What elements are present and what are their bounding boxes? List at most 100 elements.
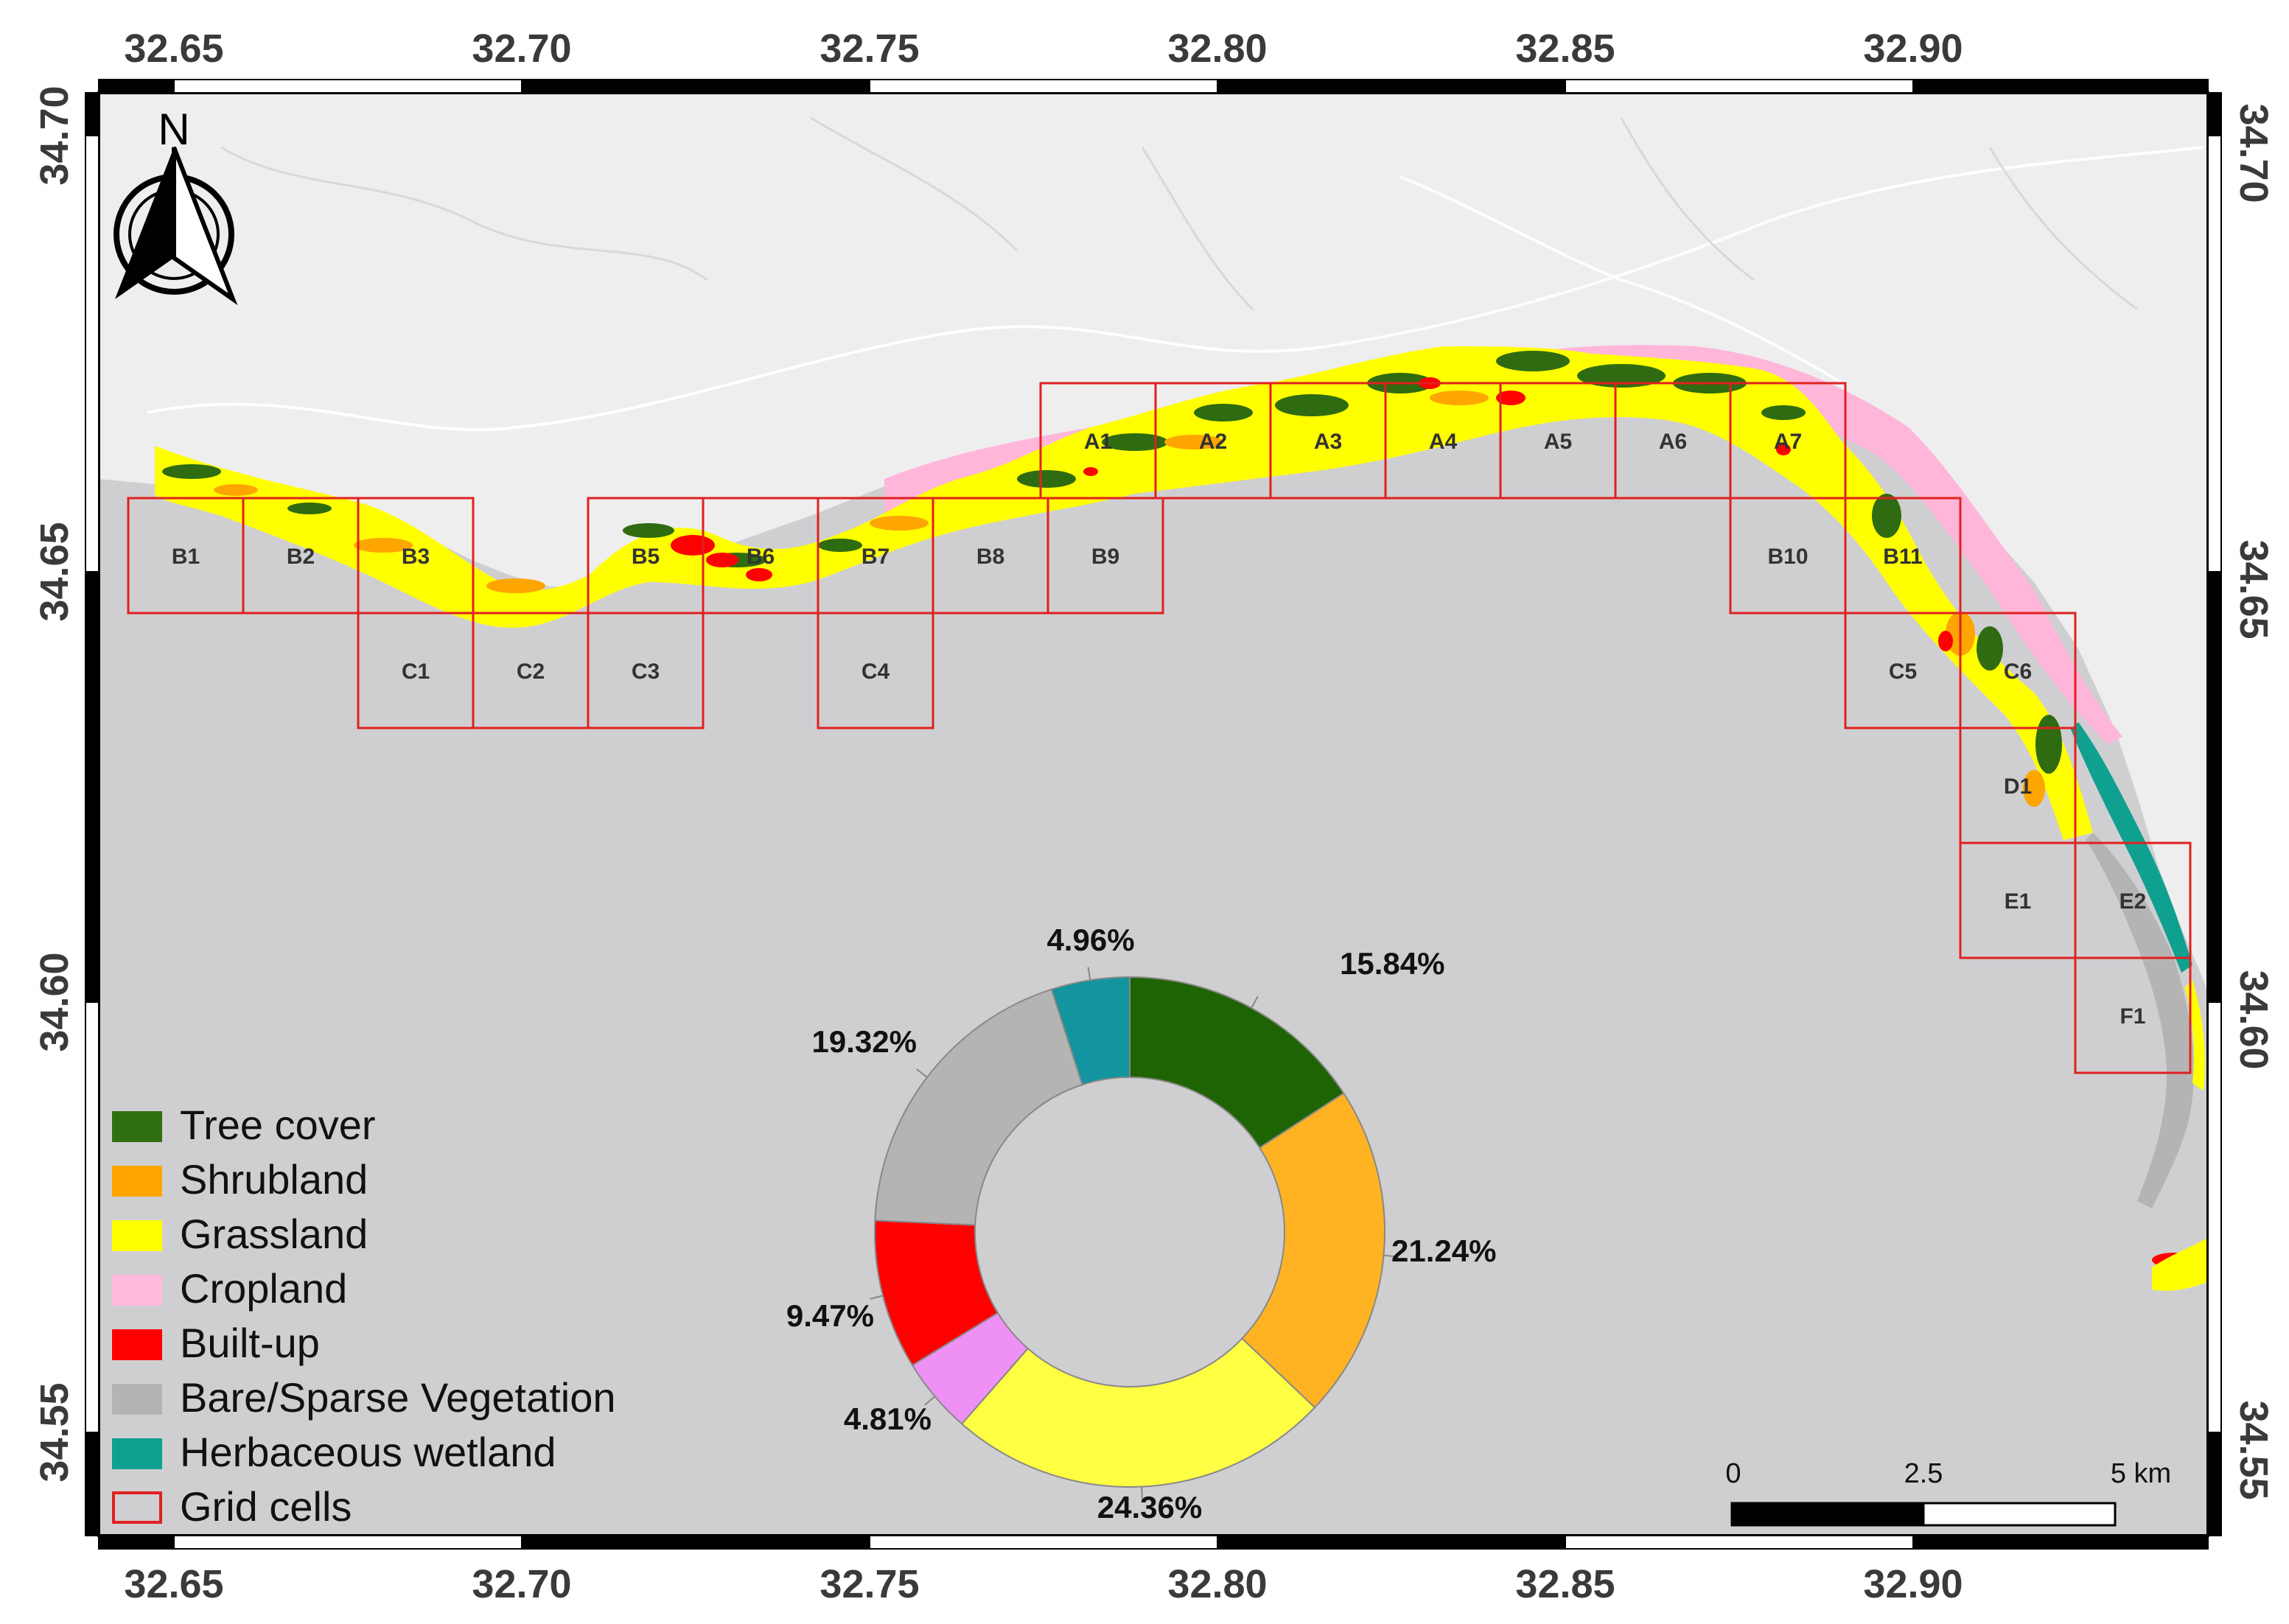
frame-segment-bottom (869, 1535, 1218, 1550)
donut-slice-shrubland (1240, 1092, 1385, 1409)
land-area (99, 93, 2208, 995)
frame-segment-top (98, 79, 175, 94)
grid-cell-label: C3 (632, 659, 660, 684)
frame-scale-segments (85, 79, 2222, 1550)
left-tick: 34.70 (32, 85, 77, 185)
legend-swatch (112, 1384, 162, 1415)
legend-swatch (112, 1275, 162, 1306)
legend-swatch (112, 1166, 162, 1197)
legend-swatch (112, 1220, 162, 1251)
grid-cell-label: E2 (2119, 889, 2147, 914)
grid-cell-label: C5 (1889, 659, 1917, 684)
legend-swatch (112, 1438, 162, 1469)
donut-data-label: 15.84% (1340, 946, 1444, 981)
frame-segment-left (85, 1001, 99, 1433)
frame-segment-bottom (1565, 1535, 1914, 1550)
left-tick: 34.55 (32, 1382, 77, 1482)
right-tick: 34.60 (2232, 970, 2276, 1069)
bottom-tick: 32.80 (1167, 1562, 1267, 1606)
donut-leader-line (1383, 1254, 1397, 1258)
legend: Tree cover Shrubland Grassland Cropland Buil… (112, 1102, 616, 1530)
grid-cell-c1: C1 (357, 612, 475, 729)
bottom-tick: 32.90 (1863, 1562, 1963, 1606)
donut-slice-grassland (960, 1337, 1316, 1488)
donut-leader-line (1251, 995, 1259, 1009)
right-tick: 34.65 (2232, 539, 2276, 639)
top-tick: 32.70 (472, 27, 571, 71)
grid-cell-label: C1 (402, 659, 430, 684)
donut-slice-tree-cover (1129, 976, 1345, 1149)
legend-label: Bare/Sparse Vegetation (180, 1374, 616, 1421)
grid-cell-b9: B9 (1046, 497, 1164, 615)
grid-cell-label: B8 (976, 545, 1004, 569)
legend-label: Cropland (180, 1265, 347, 1312)
donut-data-label: 4.96% (1046, 923, 1134, 957)
legend-item: Shrubland (112, 1156, 368, 1203)
frame-segment-top (1217, 79, 1566, 94)
donut-leader-line (916, 1068, 928, 1078)
bare-band (2086, 833, 2195, 1208)
grid-cell-label: B3 (402, 545, 430, 569)
donut-data-label: 24.36% (1097, 1490, 1202, 1525)
frame-segment-top (173, 79, 523, 94)
grid-cell-outline (817, 612, 934, 729)
scale-bar-white (1922, 1502, 2117, 1527)
grid-cell-label: C6 (2004, 659, 2032, 684)
donut-leader-line (924, 1396, 936, 1406)
frame-segment-top (1565, 79, 1914, 94)
frame-segment-top (1912, 79, 2209, 94)
grid-cell-label: E1 (2005, 889, 2032, 914)
grid-cell-label: B2 (287, 545, 315, 569)
donut-data-label: 9.47% (786, 1298, 874, 1333)
grid-cell-c4: C4 (817, 612, 934, 729)
legend-label: Shrubland (180, 1156, 368, 1203)
frame-segment-bottom (1217, 1535, 1566, 1550)
top-coordinates: 32.65 32.70 32.75 32.80 32.85 32.90 (124, 27, 1963, 71)
scale-label: 0 (1725, 1458, 1741, 1489)
frame-segment-bottom (1912, 1535, 2209, 1550)
donut-data-label: 21.24% (1391, 1233, 1496, 1268)
grid-cell-label: C4 (862, 659, 890, 684)
north-label: N (158, 105, 189, 154)
grid-cell-f1: F1 (2074, 956, 2192, 1074)
frame-segment-right (2207, 135, 2222, 573)
grid-cell-label: A7 (1774, 430, 1802, 454)
right-tick: 34.70 (2232, 103, 2276, 203)
grid-cell-label: F1 (2119, 1004, 2145, 1029)
frame-segment-right (2207, 1432, 2222, 1536)
grid-cell-label: B5 (632, 545, 660, 569)
frame-segment-top (521, 79, 870, 94)
legend-item: Built-up (112, 1320, 320, 1366)
grassland-south-tip (2152, 1238, 2207, 1291)
grid-cell-label: A2 (1199, 430, 1227, 454)
wetland-band (2071, 722, 2192, 973)
terrain-lines (220, 116, 2138, 311)
tree-cover-patches (162, 351, 2062, 774)
grid-cell-label: B1 (172, 545, 200, 569)
frame-segment-bottom (98, 1535, 175, 1550)
grid-cell-label: B6 (747, 545, 775, 569)
bottom-tick: 32.70 (472, 1562, 571, 1606)
grid-cell-label: B9 (1091, 545, 1119, 569)
left-tick: 34.65 (32, 522, 77, 621)
top-tick: 32.65 (124, 27, 223, 71)
grid-cell-label: B7 (862, 545, 890, 569)
shrubland-patches (214, 391, 2045, 807)
bottom-tick: 32.75 (820, 1562, 919, 1606)
donut-data-label: 4.81% (844, 1401, 932, 1436)
legend-swatch (112, 1329, 162, 1360)
frame-segment-left (85, 135, 99, 573)
grid-cell-outline (2074, 956, 2192, 1074)
legend-swatch (112, 1491, 162, 1524)
grid-cell-label: B10 (1767, 545, 1808, 569)
legend-label: Grid cells (180, 1483, 352, 1530)
legend-item: Herbaceous wetland (112, 1429, 556, 1475)
roads (147, 146, 2204, 432)
grid-cell-label: B11 (1883, 545, 1922, 569)
legend-item: Cropland (112, 1265, 347, 1312)
frame-segment-right (2207, 92, 2222, 136)
legend-label: Built-up (180, 1320, 320, 1366)
grid-cells: A1 A2 A3 A4 A5 A6 A7 B1 B2 B3 B5 B6 B7 B8 B9 B10 B11 C1 C2… (127, 382, 2192, 1074)
frame-segment-right (2207, 1001, 2222, 1433)
